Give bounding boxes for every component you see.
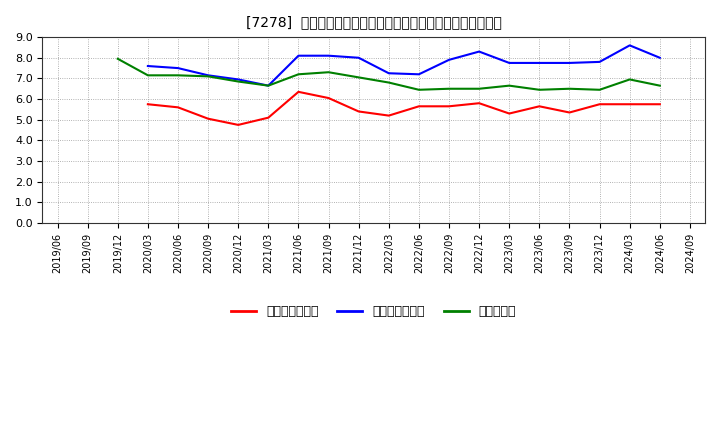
Title: [7278]  売上債権回転率、買入債務回転率、在庫回転率の推移: [7278] 売上債権回転率、買入債務回転率、在庫回転率の推移 xyxy=(246,15,502,29)
Legend: 売上債権回転率, 買入債務回転率, 在庫回転率: 売上債権回転率, 買入債務回転率, 在庫回転率 xyxy=(226,300,521,323)
